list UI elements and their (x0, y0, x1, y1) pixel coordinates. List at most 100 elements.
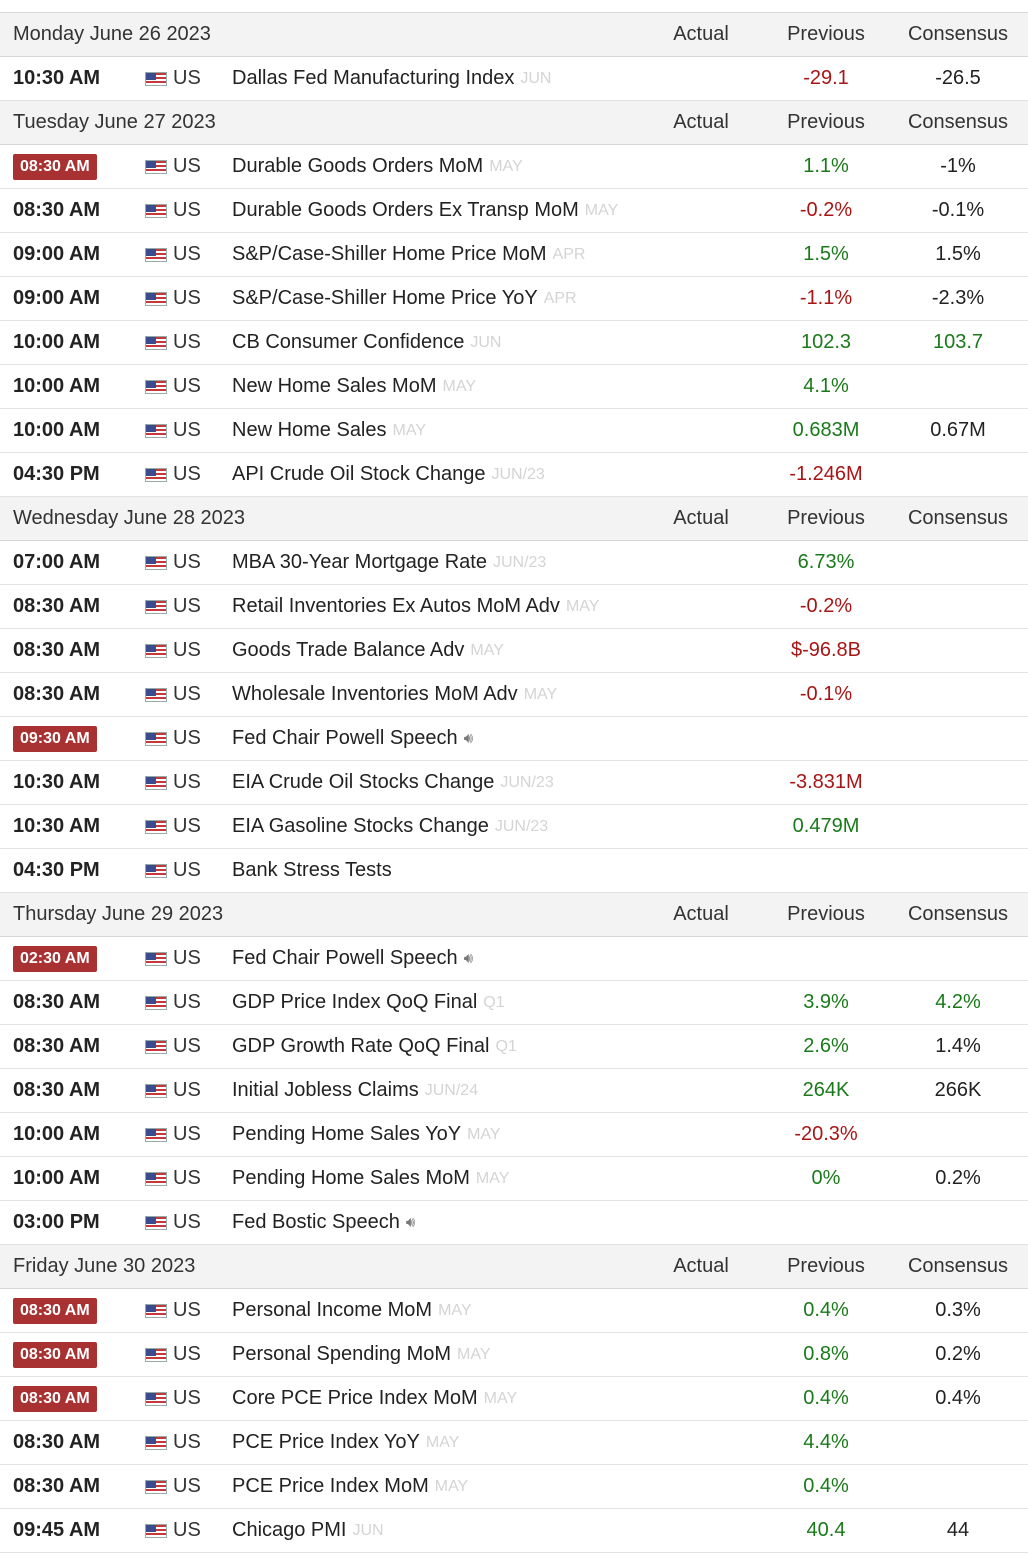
event-name[interactable]: Fed Chair Powell Speech (232, 947, 458, 969)
event-row[interactable]: 07:00 AM US MBA 30-Year Mortgage Rate JUN/2… (0, 541, 1028, 585)
event-name[interactable]: Durable Goods Orders MoM (232, 155, 484, 177)
event-row[interactable]: 02:30 AM US Fed Chair Powell Speech 🔊︎ (0, 937, 1028, 981)
event-name[interactable]: PCE Price Index YoY (232, 1431, 420, 1453)
event-name-cell[interactable]: Fed Chair Powell Speech 🔊︎ (232, 937, 473, 980)
event-name[interactable]: Durable Goods Orders Ex Transp MoM (232, 199, 579, 221)
event-name-cell[interactable]: Bank Stress Tests (232, 849, 392, 892)
event-name[interactable]: S&P/Case-Shiller Home Price YoY (232, 287, 538, 309)
event-name[interactable]: Personal Spending MoM (232, 1343, 452, 1365)
event-row[interactable]: 10:30 AM US EIA Crude Oil Stocks Change JUN… (0, 761, 1028, 805)
event-name-cell[interactable]: S&P/Case-Shiller Home Price YoY APR (232, 277, 577, 320)
event-name-cell[interactable]: Personal Income MoM MAY (232, 1289, 472, 1332)
event-row[interactable]: 03:00 PM US Fed Bostic Speech 🔊︎ (0, 1201, 1028, 1245)
column-header-consensus[interactable]: Consensus (907, 23, 1009, 45)
event-row[interactable]: 09:30 AM US Fed Chair Powell Speech 🔊︎ (0, 717, 1028, 761)
event-name-cell[interactable]: Durable Goods Orders MoM MAY (232, 145, 523, 188)
event-row[interactable]: 10:00 AM US CB Consumer Confidence JUN 102.3… (0, 321, 1028, 365)
event-name[interactable]: New Home Sales MoM (232, 375, 437, 397)
event-name[interactable]: S&P/Case-Shiller Home Price MoM (232, 243, 547, 265)
event-name-cell[interactable]: PCE Price Index YoY MAY (232, 1421, 459, 1464)
event-row[interactable]: 08:30 AM US Core PCE Price Index MoM MAY 0.4… (0, 1377, 1028, 1421)
event-row[interactable]: 10:00 AM US Pending Home Sales YoY MAY -20.3… (0, 1113, 1028, 1157)
column-header-consensus[interactable]: Consensus (907, 903, 1009, 925)
event-name-cell[interactable]: MBA 30-Year Mortgage Rate JUN/23 (232, 541, 546, 584)
column-header-consensus[interactable]: Consensus (907, 111, 1009, 133)
event-name[interactable]: Bank Stress Tests (232, 859, 392, 881)
event-name-cell[interactable]: Fed Bostic Speech 🔊︎ (232, 1201, 415, 1244)
column-header-previous[interactable]: Previous (787, 507, 865, 529)
event-name[interactable]: Chicago PMI (232, 1519, 347, 1541)
event-name-cell[interactable]: Pending Home Sales MoM MAY (232, 1157, 509, 1200)
event-name[interactable]: Personal Income MoM (232, 1299, 433, 1321)
event-name-cell[interactable]: Retail Inventories Ex Autos MoM Adv MAY (232, 585, 599, 628)
event-row[interactable]: 09:00 AM US S&P/Case-Shiller Home Price Yo… (0, 277, 1028, 321)
event-name-cell[interactable]: EIA Gasoline Stocks Change JUN/23 (232, 805, 548, 848)
event-row[interactable]: 08:30 AM US PCE Price Index YoY MAY 4.4% (0, 1421, 1028, 1465)
event-row[interactable]: 10:00 AM US New Home Sales MoM MAY 4.1% (0, 365, 1028, 409)
event-name[interactable]: EIA Gasoline Stocks Change (232, 815, 489, 837)
event-name[interactable]: Retail Inventories Ex Autos MoM Adv (232, 595, 560, 617)
event-row[interactable]: 04:30 PM US Bank Stress Tests (0, 849, 1028, 893)
column-header-previous[interactable]: Previous (787, 903, 865, 925)
event-name[interactable]: Pending Home Sales YoY (232, 1123, 462, 1145)
column-header-actual[interactable]: Actual (673, 903, 729, 925)
event-name[interactable]: EIA Crude Oil Stocks Change (232, 771, 495, 793)
event-name[interactable]: CB Consumer Confidence (232, 331, 465, 353)
event-name-cell[interactable]: Dallas Fed Manufacturing Index JUN (232, 57, 551, 100)
column-header-actual[interactable]: Actual (673, 507, 729, 529)
event-name-cell[interactable]: GDP Price Index QoQ Final Q1 (232, 981, 505, 1024)
event-name[interactable]: Fed Chair Powell Speech (232, 727, 458, 749)
event-name-cell[interactable]: Durable Goods Orders Ex Transp MoM MAY (232, 189, 618, 232)
event-row[interactable]: 08:30 AM US Durable Goods Orders Ex Transp… (0, 189, 1028, 233)
event-name-cell[interactable]: S&P/Case-Shiller Home Price MoM APR (232, 233, 585, 276)
event-name-cell[interactable]: CB Consumer Confidence JUN (232, 321, 501, 364)
event-name[interactable]: Fed Bostic Speech (232, 1211, 400, 1233)
event-name-cell[interactable]: Core PCE Price Index MoM MAY (232, 1377, 517, 1420)
event-name[interactable]: Dallas Fed Manufacturing Index (232, 67, 515, 89)
event-row[interactable]: 08:30 AM US Goods Trade Balance Adv MAY $-96… (0, 629, 1028, 673)
event-name-cell[interactable]: Personal Spending MoM MAY (232, 1333, 491, 1376)
event-name-cell[interactable]: Wholesale Inventories MoM Adv MAY (232, 673, 557, 716)
event-row[interactable]: 08:30 AM US GDP Growth Rate QoQ Final Q1 2.6… (0, 1025, 1028, 1069)
event-row[interactable]: 09:00 AM US S&P/Case-Shiller Home Price Mo… (0, 233, 1028, 277)
event-row[interactable]: 08:30 AM US GDP Price Index QoQ Final Q1 3.9… (0, 981, 1028, 1025)
event-row[interactable]: 10:30 AM US EIA Gasoline Stocks Change JUN/… (0, 805, 1028, 849)
event-row[interactable]: 10:00 AM US New Home Sales MAY 0.683M 0.67M (0, 409, 1028, 453)
event-name[interactable]: GDP Growth Rate QoQ Final (232, 1035, 490, 1057)
event-name-cell[interactable]: Pending Home Sales YoY MAY (232, 1113, 501, 1156)
event-name[interactable]: Pending Home Sales MoM (232, 1167, 470, 1189)
event-row[interactable]: 10:00 AM US Pending Home Sales MoM MAY 0% 0.2… (0, 1157, 1028, 1201)
event-row[interactable]: 09:45 AM US Chicago PMI JUN 40.4 44 (0, 1509, 1028, 1553)
event-row[interactable]: 10:30 AM US Dallas Fed Manufacturing Index… (0, 57, 1028, 101)
event-row[interactable]: 08:30 AM US Wholesale Inventories MoM Adv M… (0, 673, 1028, 717)
column-header-actual[interactable]: Actual (673, 111, 729, 133)
column-header-actual[interactable]: Actual (673, 1255, 729, 1277)
event-name-cell[interactable]: New Home Sales MAY (232, 409, 426, 452)
column-header-actual[interactable]: Actual (673, 23, 729, 45)
event-row[interactable]: 08:30 AM US Retail Inventories Ex Autos Mo… (0, 585, 1028, 629)
event-name[interactable]: Wholesale Inventories MoM Adv (232, 683, 518, 705)
event-row[interactable]: 08:30 AM US Personal Spending MoM MAY 0.8% 0.… (0, 1333, 1028, 1377)
event-name-cell[interactable]: Initial Jobless Claims JUN/24 (232, 1069, 478, 1112)
column-header-previous[interactable]: Previous (787, 23, 865, 45)
event-name-cell[interactable]: Chicago PMI JUN (232, 1509, 384, 1552)
event-name[interactable]: PCE Price Index MoM (232, 1475, 429, 1497)
event-name-cell[interactable]: EIA Crude Oil Stocks Change JUN/23 (232, 761, 554, 804)
event-name-cell[interactable]: PCE Price Index MoM MAY (232, 1465, 468, 1508)
event-name[interactable]: GDP Price Index QoQ Final (232, 991, 478, 1013)
column-header-consensus[interactable]: Consensus (907, 1255, 1009, 1277)
event-name[interactable]: Initial Jobless Claims (232, 1079, 419, 1101)
event-name-cell[interactable]: API Crude Oil Stock Change JUN/23 (232, 453, 545, 496)
event-name[interactable]: MBA 30-Year Mortgage Rate (232, 551, 487, 573)
event-row[interactable]: 08:30 AM US Personal Income MoM MAY 0.4% 0.3% (0, 1289, 1028, 1333)
event-name[interactable]: New Home Sales (232, 419, 387, 441)
event-name[interactable]: Goods Trade Balance Adv (232, 639, 465, 661)
event-row[interactable]: 08:30 AM US PCE Price Index MoM MAY 0.4% (0, 1465, 1028, 1509)
event-name-cell[interactable]: Fed Chair Powell Speech 🔊︎ (232, 717, 473, 760)
event-name[interactable]: API Crude Oil Stock Change (232, 463, 486, 485)
column-header-previous[interactable]: Previous (787, 1255, 865, 1277)
event-row[interactable]: 08:30 AM US Durable Goods Orders MoM MAY 1.1… (0, 145, 1028, 189)
event-name[interactable]: Core PCE Price Index MoM (232, 1387, 478, 1409)
column-header-consensus[interactable]: Consensus (907, 507, 1009, 529)
event-row[interactable]: 08:30 AM US Initial Jobless Claims JUN/24 26… (0, 1069, 1028, 1113)
